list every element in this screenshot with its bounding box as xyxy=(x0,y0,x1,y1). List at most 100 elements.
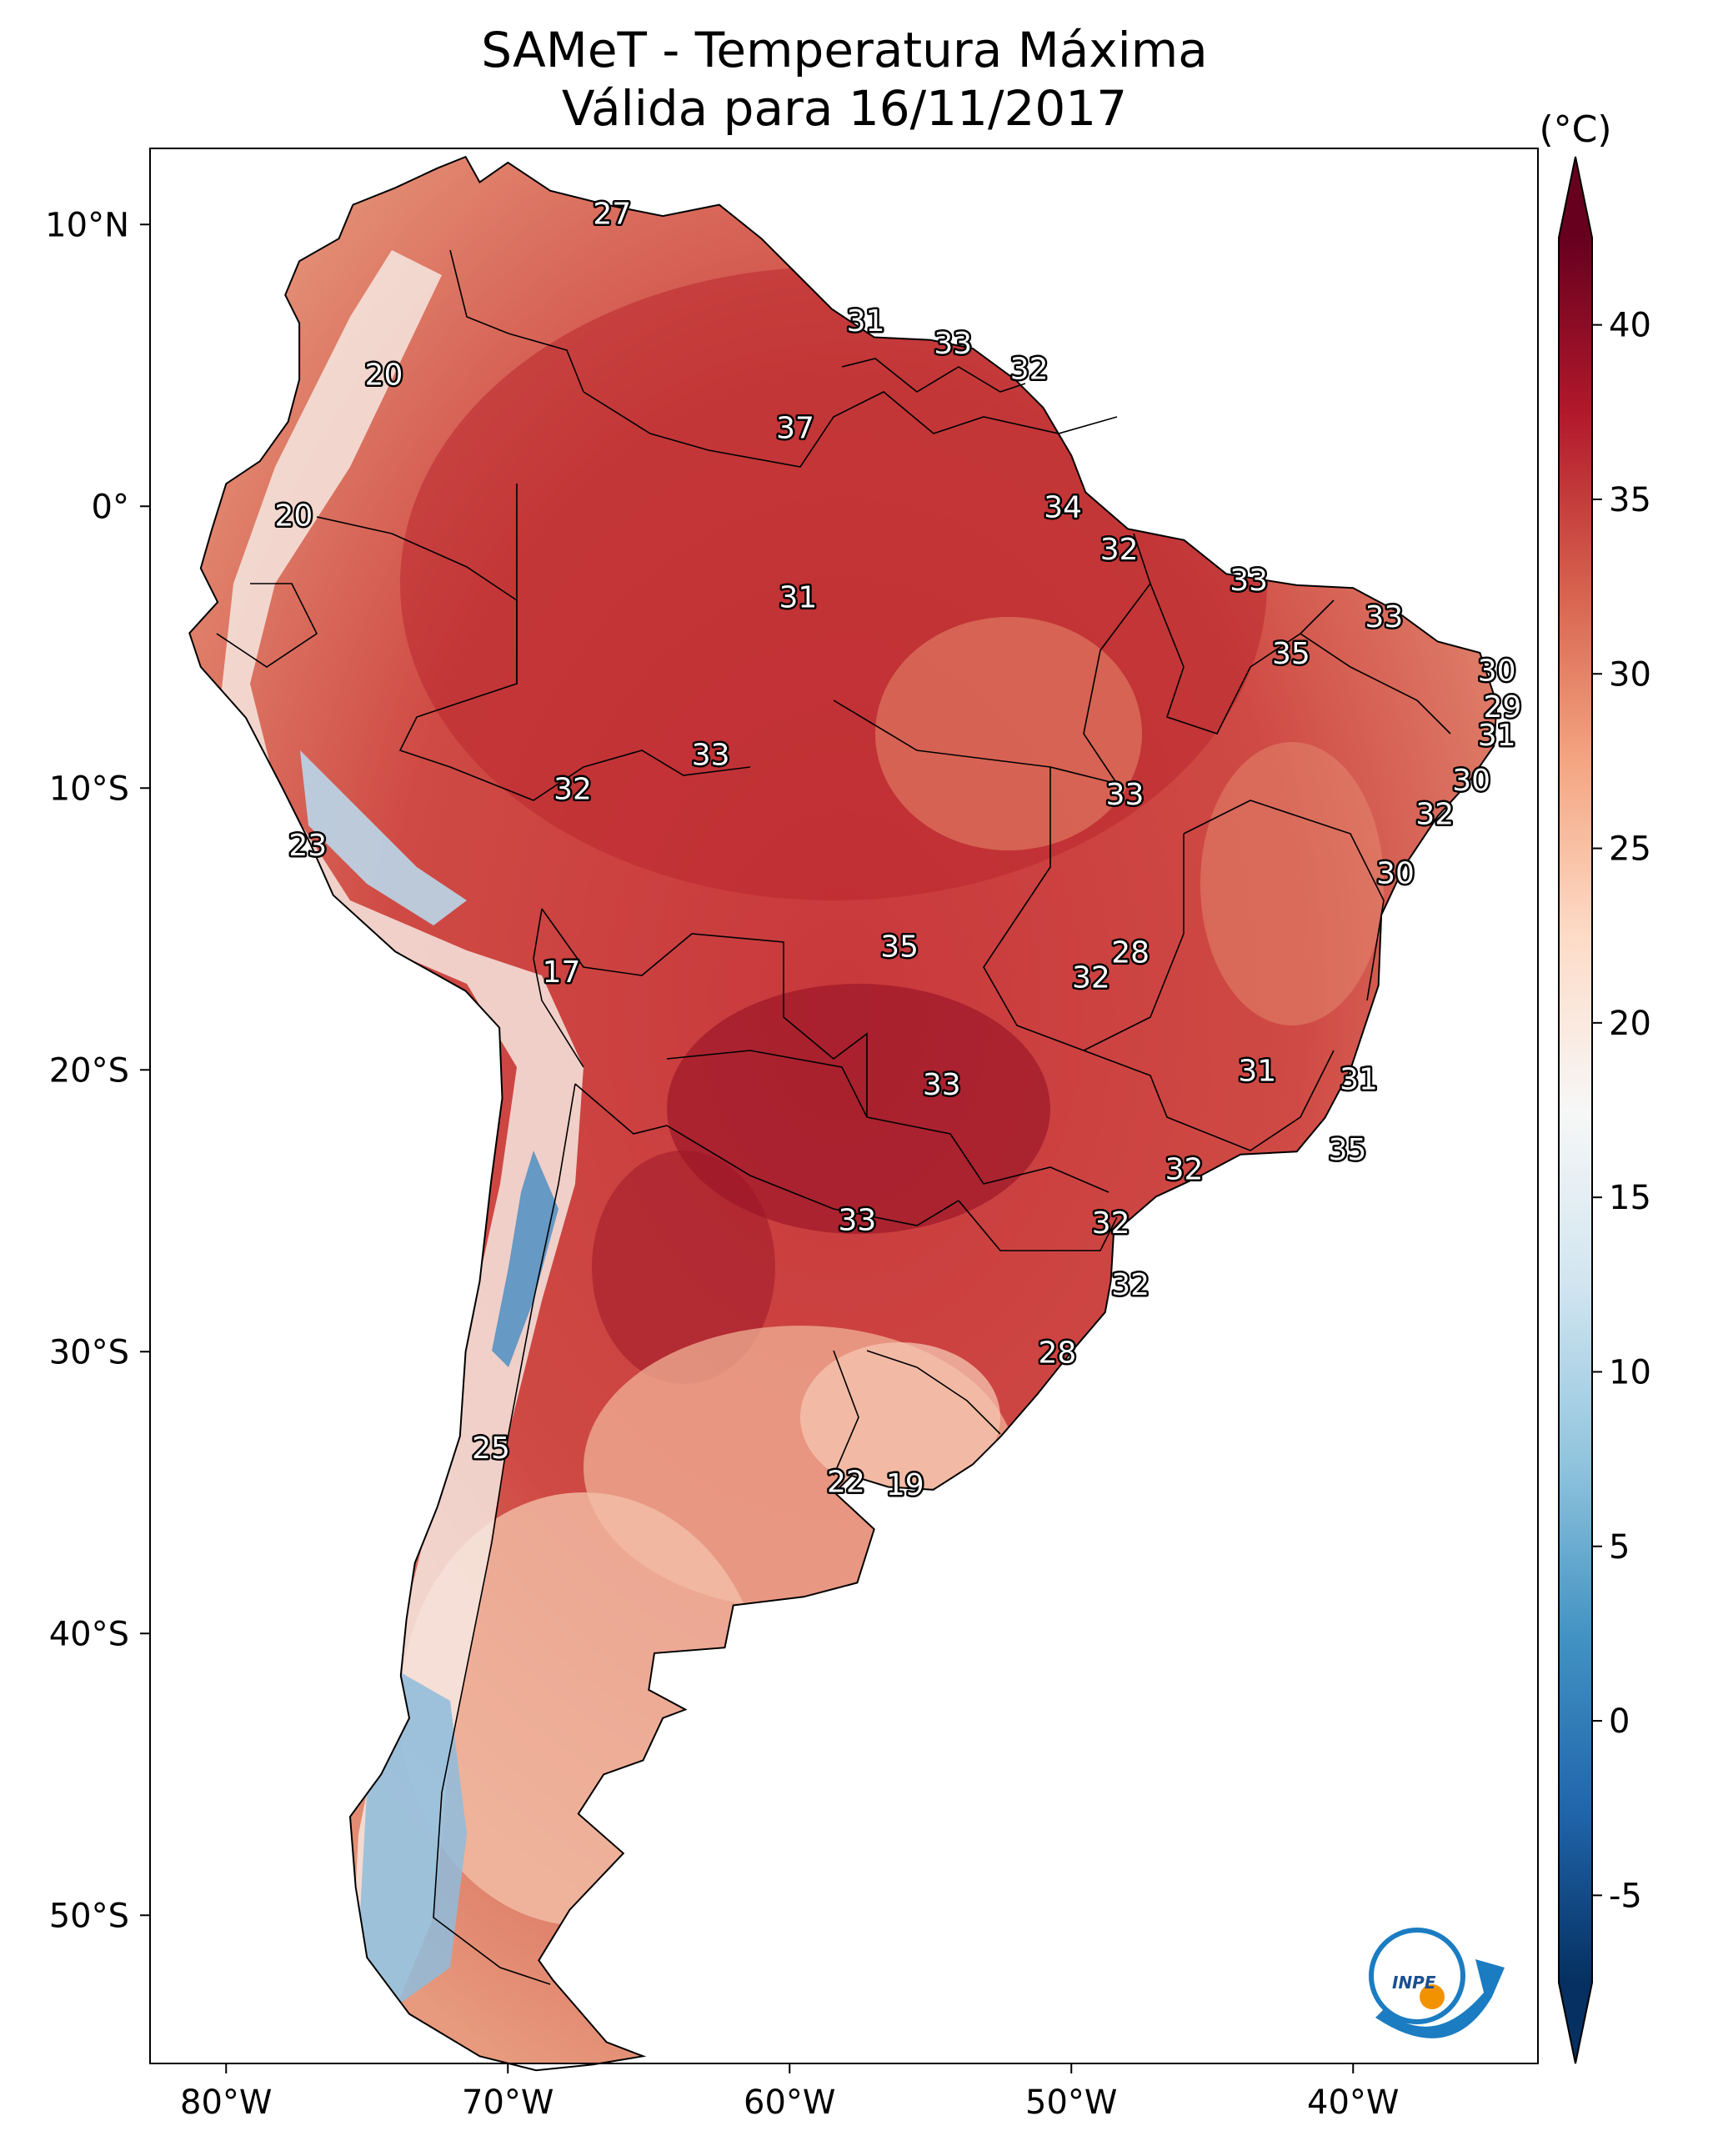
station-temperature-label: 31 xyxy=(1478,719,1516,753)
border-brazil-states-8 xyxy=(1300,633,1451,735)
station-temperature-label: 32 xyxy=(1010,353,1049,387)
x-tick-label: 50°W xyxy=(1025,2083,1117,2122)
border-bolivia-paraguay xyxy=(666,1050,868,1118)
station-temperature-label: 28 xyxy=(1038,1336,1076,1370)
colorbar: (°C) 40 35 30 25 20 15 10 5 0 -5 xyxy=(1539,108,1651,2064)
colorbar-tick-label: -5 xyxy=(1609,1877,1642,1915)
station-temperature-label: 30 xyxy=(1478,654,1516,688)
border-bolivia-brazil xyxy=(541,908,868,1117)
border-peru-brazil xyxy=(398,484,751,801)
station-temperature-label: 33 xyxy=(1365,600,1403,634)
y-tick-label: 20°S xyxy=(49,1051,129,1090)
colorbar-body xyxy=(1559,238,1592,1983)
colorbar-tick-label: 15 xyxy=(1609,1179,1651,1217)
station-temperature-label: 32 xyxy=(553,772,592,806)
chart-title-line2: Válida para 16/11/2017 xyxy=(562,80,1127,137)
station-temperature-label: 30 xyxy=(1376,857,1415,891)
border-colombia-venezuela xyxy=(449,249,584,393)
border-brazil-north xyxy=(583,391,1118,468)
mild-zone-central-brazil xyxy=(875,617,1142,850)
inpe-logo: INPE xyxy=(1369,1928,1505,2038)
andes-cold-core xyxy=(300,750,467,925)
station-temperature-label: 31 xyxy=(1238,1054,1276,1088)
colorbar-tick-label: 40 xyxy=(1609,307,1651,345)
border-argentina-chile xyxy=(433,1083,576,1985)
station-temperature-label: 31 xyxy=(1340,1062,1378,1096)
y-tick-label: 0° xyxy=(92,488,129,526)
colorbar-tick-label: 35 xyxy=(1609,481,1651,519)
chart-title-line1: SAMeT - Temperatura Máxima xyxy=(481,22,1208,78)
station-temperature-label: 33 xyxy=(838,1203,876,1237)
station-temperature-label: 35 xyxy=(1272,637,1310,671)
station-temperature-label: 32 xyxy=(1165,1153,1204,1187)
station-temperature-label: 20 xyxy=(274,499,313,533)
station-temperature-label: 33 xyxy=(692,739,730,773)
border-brazil-uruguay xyxy=(866,1350,1001,1435)
x-tick-label: 40°W xyxy=(1307,2083,1399,2122)
station-temperature-label: 33 xyxy=(923,1068,961,1102)
map-frame xyxy=(149,148,1539,2064)
border-guianas xyxy=(841,358,1026,393)
station-temperature-label: 30 xyxy=(1452,764,1490,798)
colorbar-tick-label: 25 xyxy=(1609,830,1651,869)
border-brazil-states-4 xyxy=(1083,1050,1335,1151)
station-temperature-label: 33 xyxy=(934,327,972,361)
mild-zone-bahia xyxy=(1200,742,1384,1025)
y-tick-label: 10°S xyxy=(49,770,129,808)
station-temperature-label: 35 xyxy=(1329,1133,1367,1167)
border-brazil-states-5 xyxy=(866,1116,1109,1193)
y-tick-label: 10°N xyxy=(45,206,129,244)
y-axis: 10°N 0° 10°S 20°S 30°S 40°S 50°S xyxy=(45,206,150,1935)
station-temperature-label: 34 xyxy=(1044,490,1082,524)
colorbar-tick-label: 5 xyxy=(1609,1528,1630,1567)
x-axis: 80°W 70°W 60°W 50°W 40°W xyxy=(180,2063,1399,2122)
hot-core-argentina-north xyxy=(592,1151,775,1384)
x-tick-label: 60°W xyxy=(744,2083,835,2122)
inpe-logo-sun xyxy=(1420,1984,1445,2009)
station-temperature-label: 32 xyxy=(1100,533,1139,567)
station-temperature-label: 17 xyxy=(543,955,581,990)
station-temperature-label: 29 xyxy=(1483,690,1521,725)
station-temperature-label: 32 xyxy=(1415,798,1454,832)
colorbar-ticks: 40 35 30 25 20 15 10 5 0 -5 xyxy=(1592,307,1651,1915)
y-tick-label: 30°S xyxy=(49,1333,129,1371)
colorbar-tick-label: 10 xyxy=(1609,1353,1651,1391)
station-temperature-label: 32 xyxy=(1092,1206,1130,1241)
border-argentina-uruguay xyxy=(833,1350,859,1477)
colorbar-tick-label: 30 xyxy=(1609,655,1651,694)
station-temperature-label: 35 xyxy=(880,930,919,965)
station-temperature-label: 22 xyxy=(827,1466,865,1500)
inpe-logo-text: INPE xyxy=(1392,1973,1436,1993)
station-temperature-label: 25 xyxy=(472,1431,510,1466)
station-temperature-label: 31 xyxy=(847,304,885,338)
x-tick-label: 70°W xyxy=(462,2083,553,2122)
y-tick-label: 50°S xyxy=(49,1897,129,1935)
colorbar-tick-label: 20 xyxy=(1609,1005,1651,1043)
station-temperature-label: 27 xyxy=(593,198,631,232)
station-temperature-label: 37 xyxy=(776,412,814,446)
station-temperature-label: 32 xyxy=(1111,1268,1150,1302)
border-brazil-states-1 xyxy=(833,533,1151,785)
colorbar-tick-label: 0 xyxy=(1609,1702,1630,1741)
station-temperature-label: 28 xyxy=(1111,935,1150,970)
hot-core-chaco xyxy=(667,984,1050,1234)
y-tick-label: 40°S xyxy=(49,1615,129,1653)
station-temperature-label: 31 xyxy=(779,580,817,614)
inpe-logo-swoosh xyxy=(1375,1959,1505,2038)
border-bolivia-peru xyxy=(533,908,584,1068)
colorbar-unit: (°C) xyxy=(1539,108,1611,151)
border-brazil-states-2 xyxy=(983,767,1185,1051)
station-temperature-label: 19 xyxy=(886,1468,924,1502)
border-argentina-bolivia xyxy=(574,1083,668,1135)
station-temperature-label: 23 xyxy=(288,829,327,863)
mild-zone-uruguay xyxy=(800,1342,1000,1492)
central-andes-cold-core xyxy=(492,1151,558,1367)
border-brazil-states-3 xyxy=(1183,800,1385,1001)
border-ecuador-peru xyxy=(216,583,318,668)
station-temperature-label: 33 xyxy=(1230,564,1268,598)
country-borders xyxy=(216,249,1451,1985)
station-temperature-label: 20 xyxy=(365,358,403,392)
border-brazil-states-6 xyxy=(958,1200,1118,1251)
